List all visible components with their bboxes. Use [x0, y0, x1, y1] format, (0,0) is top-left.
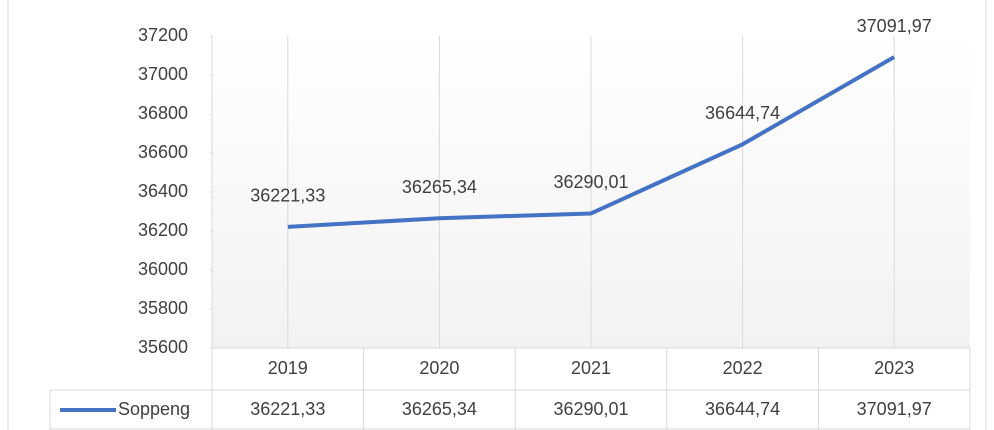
table-value: 36265,34	[402, 399, 477, 419]
y-tick-label: 36200	[138, 220, 188, 240]
legend-label: Soppeng	[118, 399, 190, 419]
line	[287, 55, 896, 229]
y-tick-label: 35800	[138, 298, 188, 318]
y-tick-label: 37000	[138, 64, 188, 84]
y-tick-label: 35600	[138, 337, 188, 357]
x-tick-label: 2022	[723, 358, 763, 378]
table-value: 36644,74	[705, 399, 780, 419]
x-tick-label: 2023	[874, 358, 914, 378]
y-tick-label: 36800	[138, 103, 188, 123]
x-tick-label: 2019	[268, 358, 308, 378]
table-value: 36290,01	[553, 399, 628, 419]
data-label: 36644,74	[705, 103, 780, 123]
table-value: 36221,33	[250, 399, 325, 419]
data-label: 37091,97	[857, 16, 932, 36]
data-label: 36265,34	[402, 177, 477, 197]
y-tick-label: 36000	[138, 259, 188, 279]
x-tick-label: 2020	[419, 358, 459, 378]
y-tick-label: 37200	[138, 25, 188, 45]
y-tick-label: 36400	[138, 181, 188, 201]
data-label: 36221,33	[250, 186, 325, 206]
data-label: 36290,01	[553, 172, 628, 192]
y-tick-label: 36600	[138, 142, 188, 162]
x-tick-label: 2021	[571, 358, 611, 378]
table-value: 37091,97	[857, 399, 932, 419]
